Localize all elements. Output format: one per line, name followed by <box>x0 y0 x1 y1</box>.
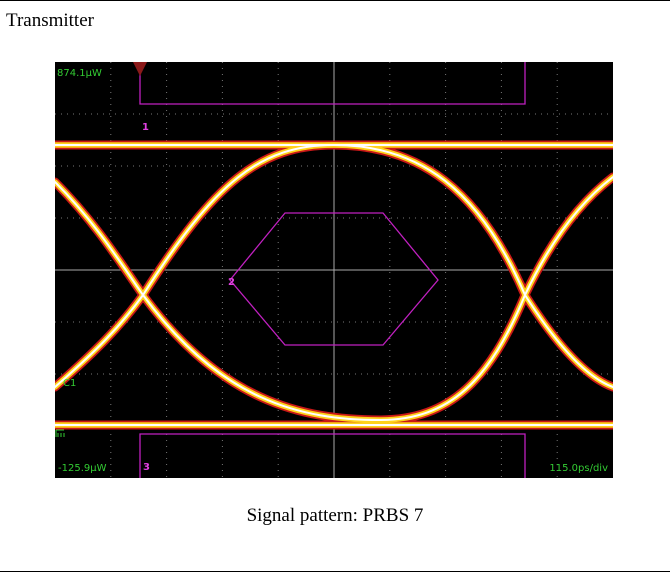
eye-diagram: 874.1µW -125.9µW 115.0ps/div C1 1 2 3 <box>55 62 613 478</box>
mask-label: 1 <box>142 122 149 133</box>
mask-label: 2 <box>228 277 235 288</box>
top-level: 874.1µW <box>57 68 102 79</box>
timebase: 115.0ps/div <box>549 463 608 474</box>
page: Transmitter 874.1µW -125.9µW 115.0ps/div… <box>0 0 670 574</box>
bottom-rule <box>0 571 670 572</box>
channel: C1 <box>63 378 76 389</box>
figure-caption: Signal pattern: PRBS 7 <box>0 505 670 527</box>
mask-label: 3 <box>143 462 150 473</box>
top-rule <box>0 0 670 1</box>
section-title: Transmitter <box>6 10 94 32</box>
bottom-level: -125.9µW <box>58 463 107 474</box>
